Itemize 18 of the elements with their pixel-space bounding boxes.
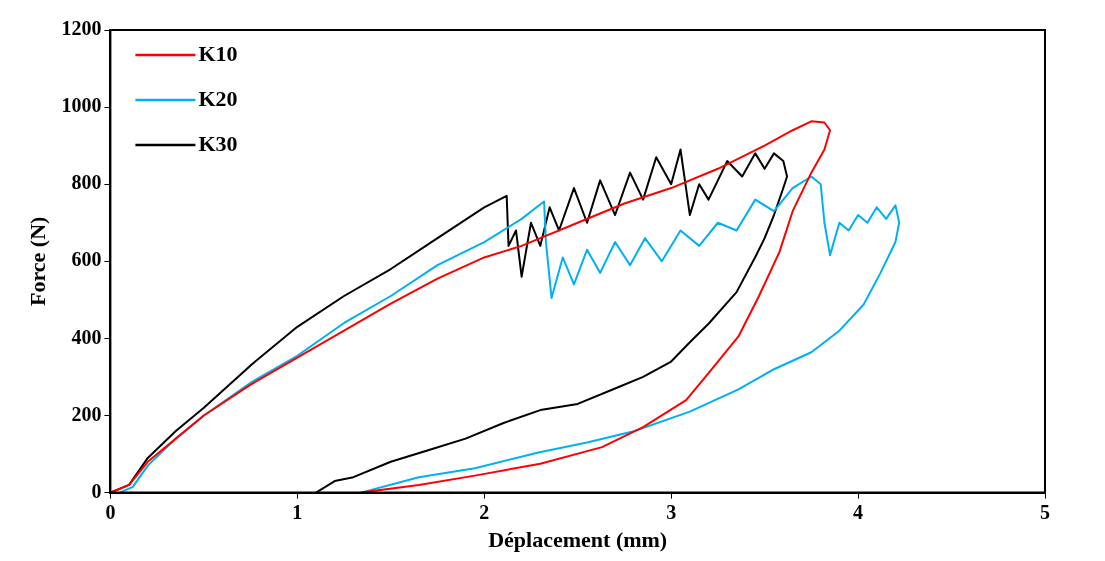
x-tick-label: 2 [479, 500, 490, 523]
y-tick-label: 400 [71, 325, 102, 348]
legend-label: K10 [198, 40, 238, 66]
y-axis-title: Force (N) [24, 216, 50, 306]
legend-label: K20 [198, 85, 238, 111]
y-tick-label: 1200 [61, 17, 102, 40]
y-tick-label: 200 [71, 402, 102, 425]
y-tick-label: 0 [91, 479, 102, 502]
x-tick-label: 1 [292, 500, 303, 523]
x-tick-label: 3 [666, 500, 677, 523]
legend-label: K30 [198, 130, 238, 156]
y-tick-label: 1000 [61, 94, 102, 117]
x-tick-label: 4 [853, 500, 864, 523]
y-tick-label: 600 [71, 248, 102, 271]
x-tick-label: 0 [105, 500, 116, 523]
x-tick-label: 5 [1040, 500, 1050, 523]
y-tick-label: 800 [71, 171, 102, 194]
x-axis-title: Déplacement (mm) [488, 527, 668, 553]
